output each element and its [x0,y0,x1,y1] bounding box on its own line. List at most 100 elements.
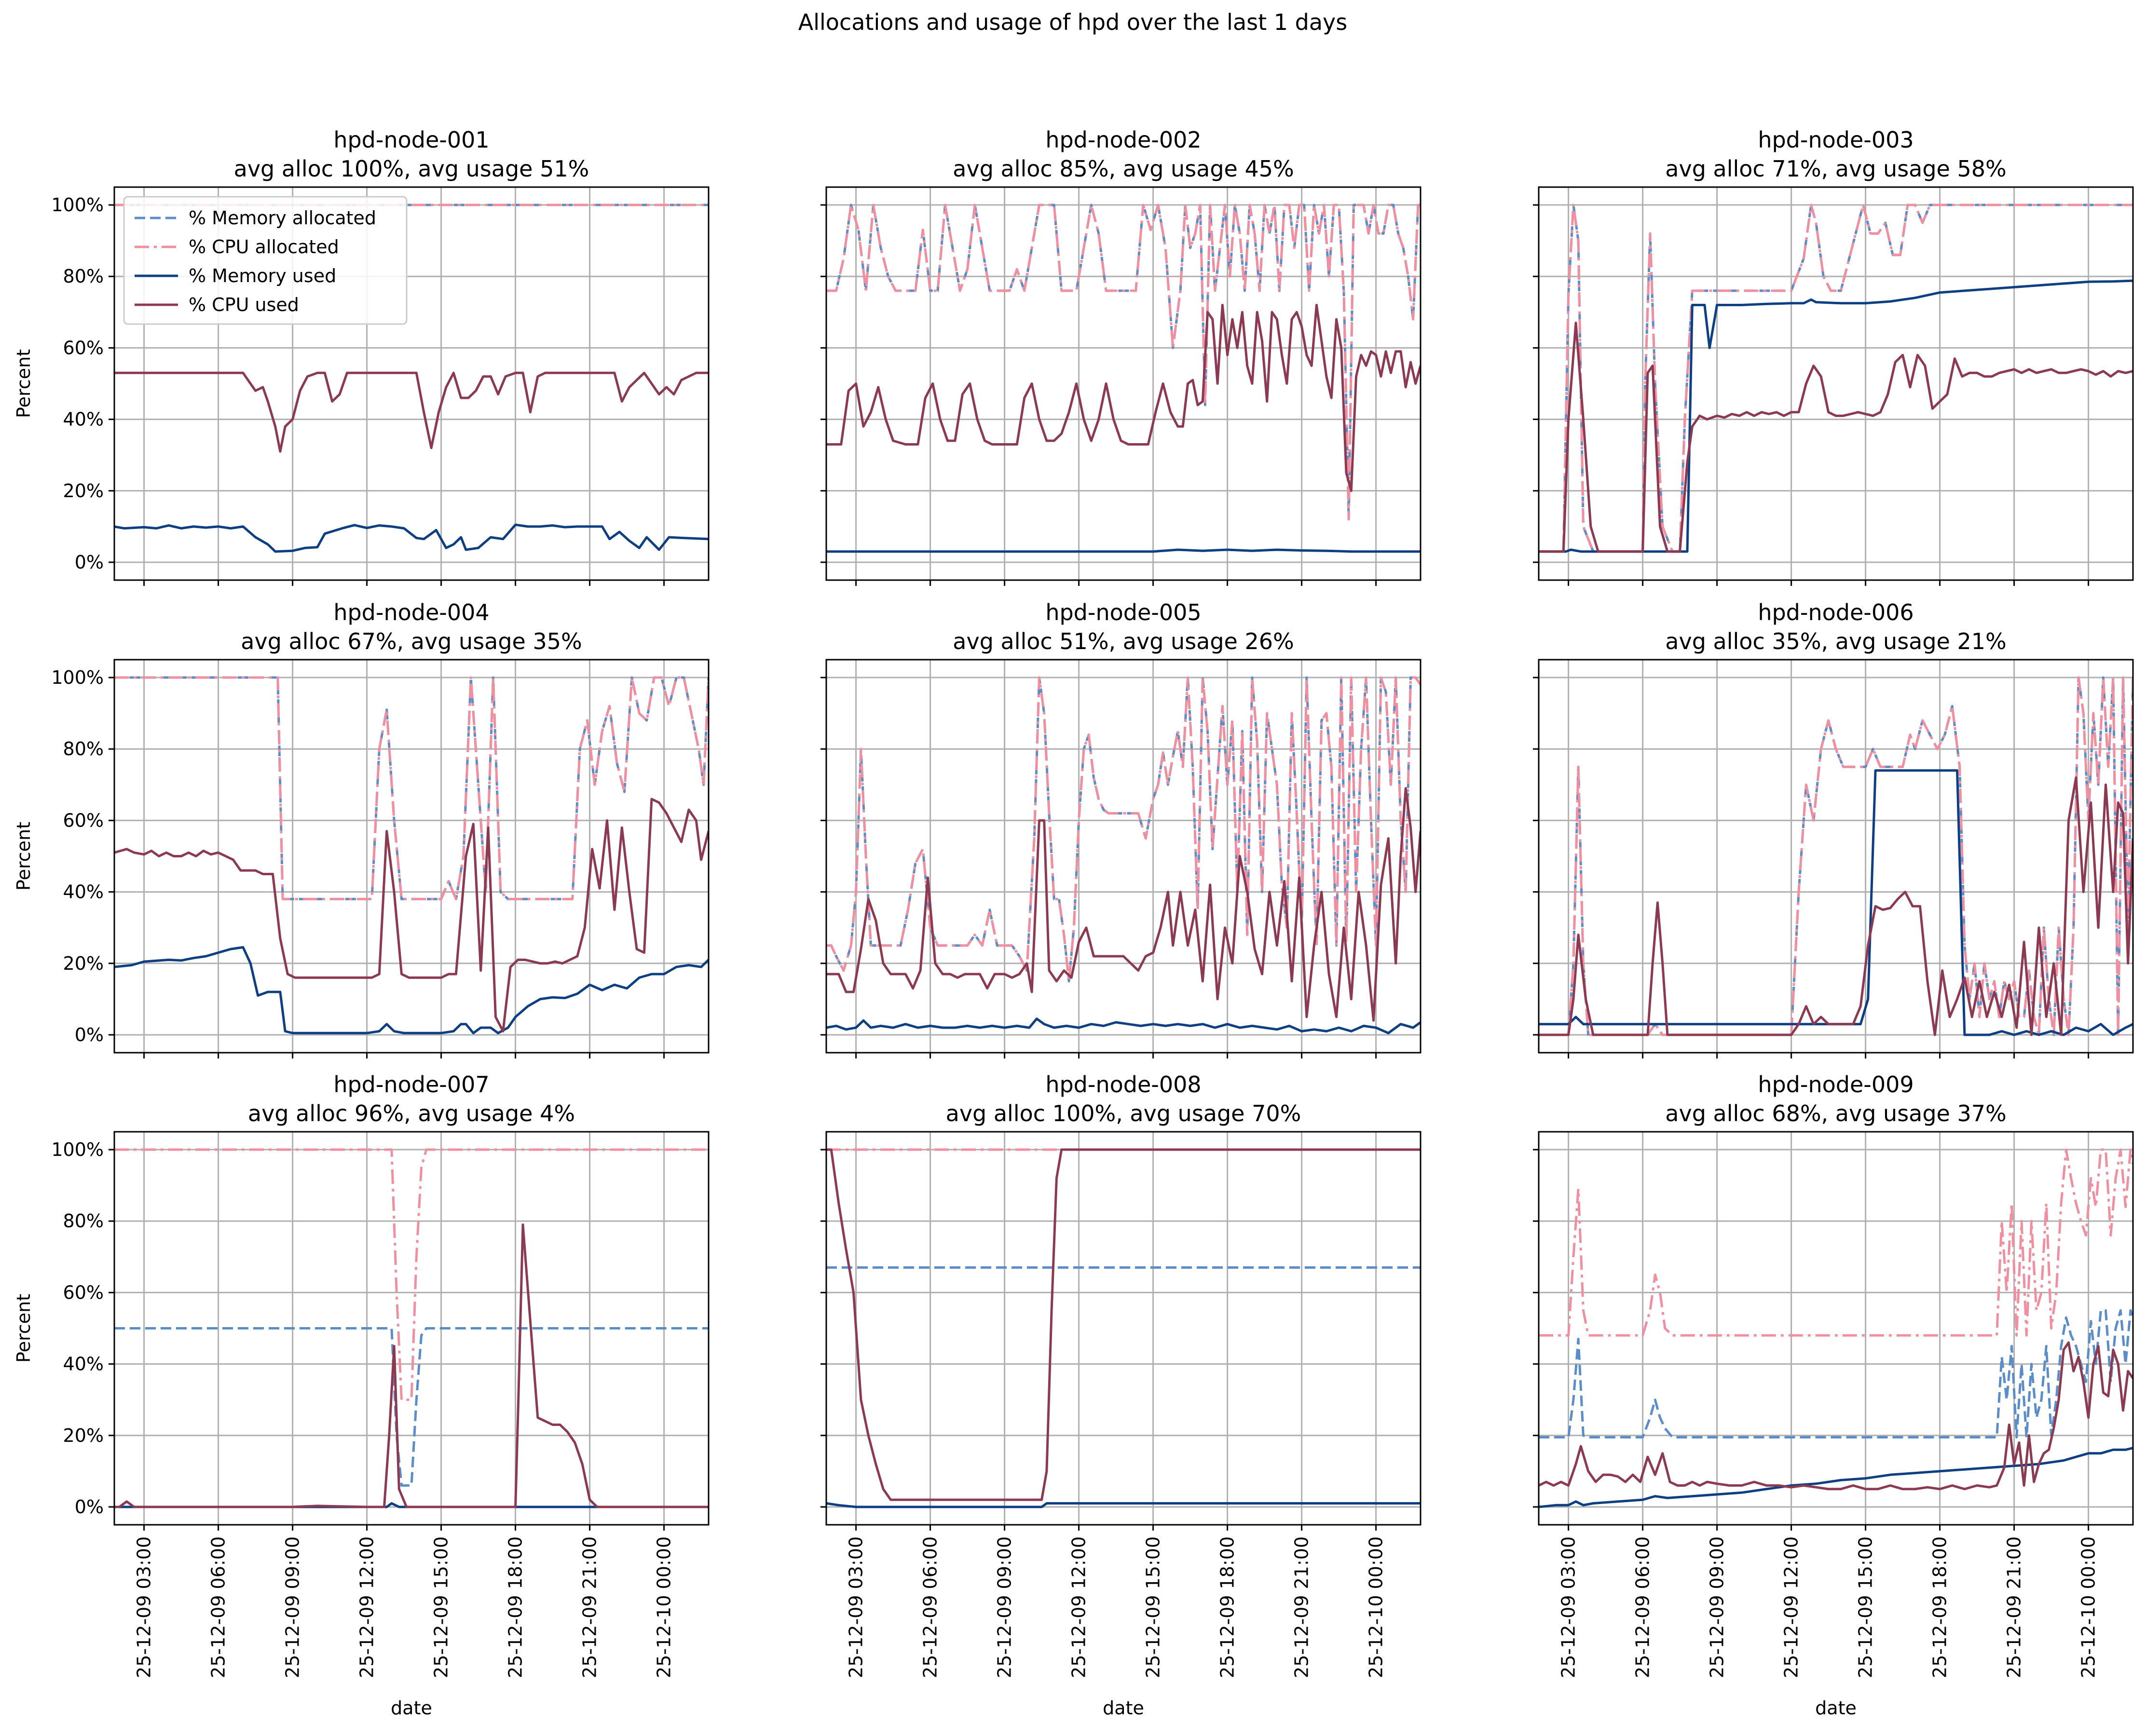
y-tick-label: 20% [63,480,104,502]
y-tick-label: 0% [75,552,104,573]
x-tick-label: 25-12-09 18:00 [505,1536,526,1678]
panel-title: hpd-node-002 [1045,127,1201,153]
axes-frame [113,186,710,581]
y-tick-label: 80% [63,266,104,287]
panel-subtitle: avg alloc 71%, avg usage 58% [1665,156,2006,182]
panel-title: hpd-node-007 [333,1071,489,1098]
y-tick-label: 0% [75,1024,104,1045]
series-cpu-allocated [1539,203,2133,553]
series-memory-allocated [826,676,1421,983]
axes-frame [825,1131,1422,1526]
panel-hpd-node-003: hpd-node-003 avg alloc 71%, avg usage 58% [1533,127,2134,586]
legend-label-memory-used: % Memory used [189,265,336,286]
panel-title: hpd-node-008 [1045,1071,1201,1098]
series-memory-used [826,548,1421,553]
y-tick-label: 40% [63,1354,104,1375]
axes-frame [113,1131,710,1526]
x-tick-label: 25-12-09 06:00 [920,1536,941,1678]
series-memory-used [1539,769,2133,1036]
panel-hpd-node-005: hpd-node-005 avg alloc 51%, avg usage 26% [820,599,1422,1058]
legend-label-cpu-allocated: % CPU allocated [189,236,339,258]
panel-title: hpd-node-006 [1758,599,1914,625]
x-tick-label: 25-12-09 12:00 [356,1536,378,1678]
y-tick-label: 60% [63,337,104,358]
panel-title: hpd-node-004 [333,599,489,625]
figure-title: Allocations and usage of hpd over the la… [798,9,1347,35]
panel-title: hpd-node-001 [333,127,489,153]
y-tick-label: 100% [51,194,104,216]
x-tick-label: 25-12-09 09:00 [282,1536,303,1678]
legend-label-cpu-used: % CPU used [189,294,299,315]
series-cpu-used [114,1223,709,1508]
x-tick-label: 25-12-09 15:00 [1855,1536,1876,1678]
series-cpu-allocated [114,1148,709,1401]
y-axis-label: Percent [13,822,34,891]
series-memory-used [114,523,709,553]
panel-hpd-node-004: hpd-node-004 avg alloc 67%, avg usage 35%… [13,599,710,1058]
series-cpu-used [1539,1341,2133,1491]
x-tick-label: 25-12-09 15:00 [431,1536,452,1678]
y-axis-label: Percent [13,1294,34,1363]
legend-box [123,196,408,325]
x-axis-label: date [391,1697,432,1719]
series-cpu-used [1539,322,2133,553]
axes-frame [1538,659,2134,1054]
y-tick-label: 80% [63,738,104,760]
panel-subtitle: avg alloc 67%, avg usage 35% [241,628,582,654]
y-tick-label: 20% [63,953,104,974]
y-tick-label: 60% [63,1282,104,1303]
y-tick-label: 60% [63,810,104,831]
x-tick-label: 25-12-09 09:00 [994,1536,1015,1678]
panel-title: hpd-node-009 [1758,1071,1914,1098]
x-tick-label: 25-12-09 12:00 [1781,1536,1802,1678]
x-tick-label: 25-12-09 03:00 [846,1536,867,1678]
axes-frame [825,186,1422,581]
x-axis-label: date [1815,1697,1857,1719]
panel-subtitle: avg alloc 96%, avg usage 4% [248,1100,575,1126]
series-memory-allocated [1539,203,2133,553]
series-cpu-allocated [1539,676,2133,1036]
series-memory-allocated [114,1327,709,1487]
x-tick-label: 25-12-09 06:00 [1632,1536,1654,1678]
x-tick-label: 25-12-10 00:00 [1366,1536,1387,1678]
legend: % Memory allocated % CPU allocated % Memor… [123,196,408,325]
panel-hpd-node-001: hpd-node-001 avg alloc 100%, avg usage 51… [13,127,710,586]
x-tick-label: 25-12-09 21:00 [1291,1536,1312,1678]
y-tick-label: 40% [63,882,104,903]
y-axis-label: Percent [13,349,34,418]
legend-label-memory-allocated: % Memory allocated [189,207,376,229]
panel-subtitle: avg alloc 85%, avg usage 45% [953,156,1294,182]
series-memory-allocated [826,203,1421,521]
panel-subtitle: avg alloc 51%, avg usage 26% [953,628,1294,654]
x-tick-label: 25-12-09 03:00 [1558,1536,1579,1678]
panel-subtitle: avg alloc 100%, avg usage 70% [946,1100,1301,1126]
panel-title: hpd-node-003 [1758,127,1914,153]
axes-frame [113,659,710,1054]
axes-frame [1538,186,2134,581]
panel-hpd-node-006: hpd-node-006 avg alloc 35%, avg usage 21% [1533,599,2134,1058]
series-cpu-used [826,787,1421,1022]
y-tick-label: 80% [63,1210,104,1232]
series-cpu-used [826,304,1421,492]
series-memory-used [1539,1447,2133,1508]
panel-hpd-node-002: hpd-node-002 avg alloc 85%, avg usage 45% [820,127,1422,586]
axes-frame [1538,1131,2134,1526]
axes-frame [825,659,1422,1054]
series-cpu-used [1539,776,2133,1036]
x-axis-label: date [1103,1697,1144,1719]
x-tick-label: 25-12-09 18:00 [1217,1536,1238,1678]
panel-subtitle: avg alloc 68%, avg usage 37% [1665,1100,2006,1126]
series-cpu-allocated [826,203,1421,521]
x-tick-label: 25-12-09 15:00 [1143,1536,1164,1678]
series-memory-used [826,1502,1421,1508]
y-tick-label: 20% [63,1425,104,1446]
series-cpu-used [114,798,709,1032]
x-tick-label: 25-12-09 03:00 [134,1536,155,1678]
x-tick-label: 25-12-10 00:00 [654,1536,675,1678]
series-memory-used [1539,279,2133,553]
y-tick-label: 100% [51,667,104,688]
